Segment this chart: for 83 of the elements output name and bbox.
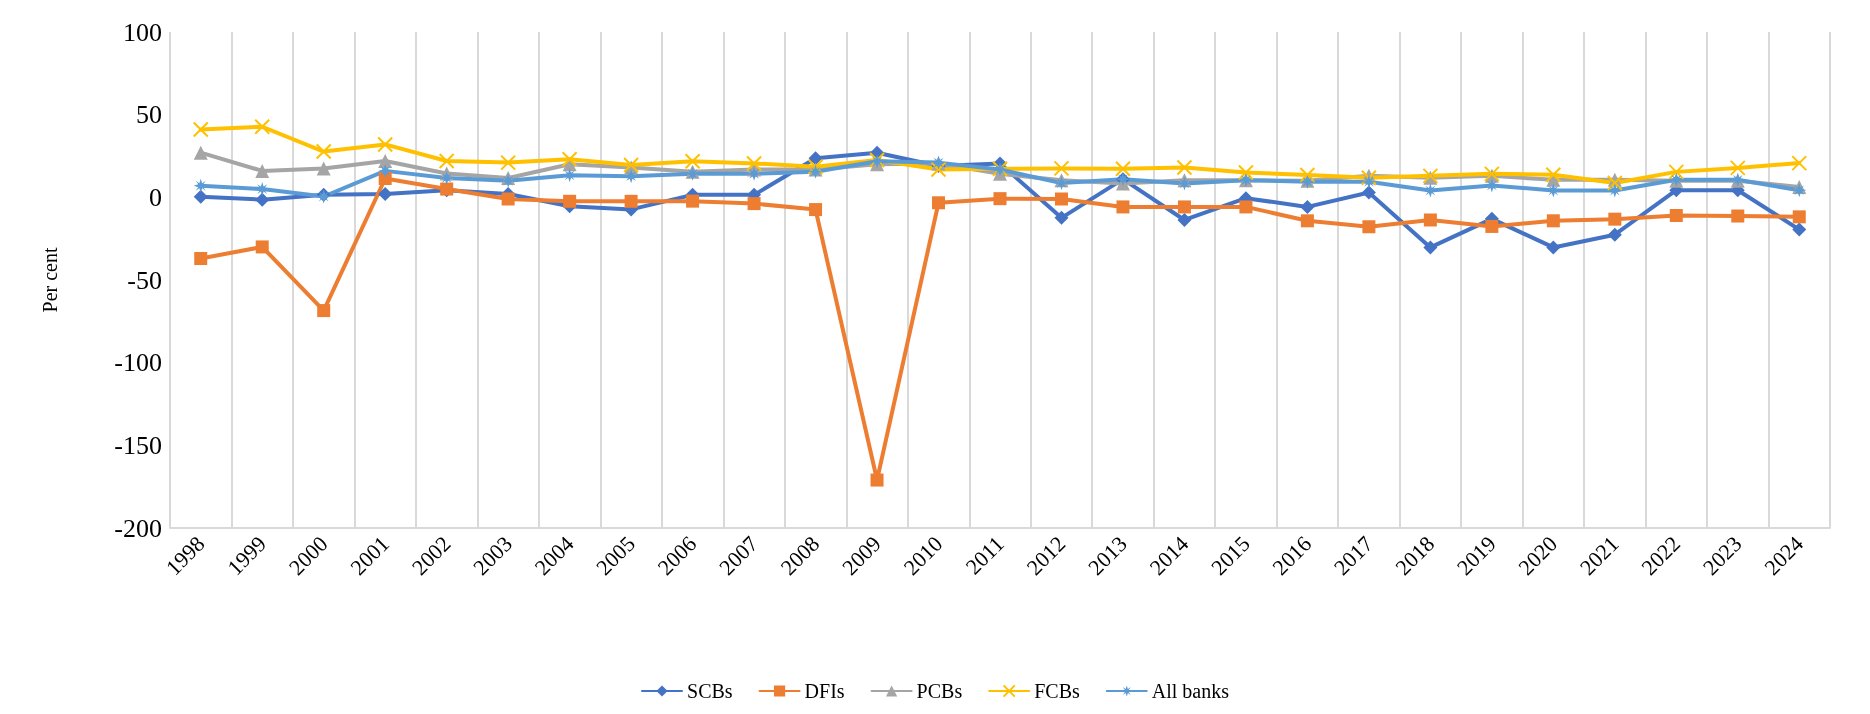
point — [193, 145, 208, 160]
point — [807, 158, 824, 175]
point — [1485, 219, 1499, 233]
y-tick-label: -50 — [127, 265, 162, 295]
point — [194, 252, 208, 266]
point — [255, 192, 270, 207]
point — [1423, 240, 1438, 255]
point — [1792, 210, 1806, 224]
point — [1729, 159, 1746, 176]
x-tick-label: 2011 — [960, 531, 1009, 580]
point — [1053, 160, 1070, 177]
point — [1546, 240, 1561, 255]
point — [255, 163, 270, 178]
point — [378, 187, 393, 202]
point — [1731, 209, 1745, 223]
point — [1362, 220, 1376, 234]
point — [1606, 174, 1623, 191]
point — [500, 154, 517, 171]
y-tick-label: -200 — [114, 513, 162, 543]
y-tick-label: 50 — [136, 100, 162, 130]
point — [1054, 192, 1068, 206]
point — [377, 136, 394, 153]
point — [438, 152, 455, 169]
y-tick-label: -100 — [114, 348, 162, 378]
point — [1361, 174, 1376, 189]
point — [193, 189, 208, 204]
point — [1300, 214, 1314, 228]
y-tick-label: 0 — [149, 182, 162, 212]
point — [193, 178, 208, 193]
legend-label: FCBs — [1034, 680, 1080, 702]
point — [1792, 222, 1807, 237]
point — [1545, 166, 1562, 183]
point — [563, 194, 577, 208]
point — [255, 240, 269, 254]
y-tick-label: -150 — [114, 430, 162, 460]
point — [1792, 183, 1807, 198]
point — [254, 118, 271, 135]
point — [1300, 199, 1315, 214]
point — [1176, 159, 1193, 176]
point — [932, 196, 946, 210]
point — [1054, 210, 1069, 225]
point — [808, 151, 823, 166]
point — [378, 153, 393, 168]
legend-label: PCBs — [916, 680, 963, 702]
point — [1114, 160, 1131, 177]
point — [747, 197, 761, 211]
legend-label: SCBs — [687, 680, 733, 702]
point — [1607, 227, 1622, 242]
point — [192, 121, 209, 138]
point — [684, 153, 701, 170]
point — [1299, 167, 1316, 184]
point — [1608, 212, 1622, 226]
y-axis-title: Per cent — [39, 247, 61, 313]
point — [1116, 200, 1130, 214]
legend-label: All banks — [1151, 680, 1230, 702]
point — [561, 151, 578, 168]
point — [1791, 155, 1808, 172]
point — [746, 155, 763, 172]
point — [686, 194, 700, 208]
point — [1546, 214, 1560, 228]
legend-label: DFIs — [804, 680, 845, 702]
point — [809, 203, 823, 217]
point — [439, 170, 454, 185]
point — [316, 161, 331, 176]
point — [1423, 213, 1437, 227]
point — [1177, 212, 1192, 227]
point — [993, 192, 1007, 206]
point — [1669, 209, 1683, 223]
point — [1239, 200, 1253, 214]
point — [1177, 200, 1191, 214]
point — [930, 161, 947, 178]
point — [624, 194, 638, 208]
point — [501, 192, 515, 206]
y-tick-label: 100 — [123, 17, 162, 47]
point — [747, 166, 762, 181]
point — [1607, 183, 1622, 198]
point — [870, 473, 884, 487]
point — [623, 156, 640, 173]
point — [1361, 185, 1376, 200]
point — [1237, 164, 1254, 181]
point — [1668, 163, 1685, 180]
point — [315, 143, 332, 160]
point — [317, 304, 331, 318]
